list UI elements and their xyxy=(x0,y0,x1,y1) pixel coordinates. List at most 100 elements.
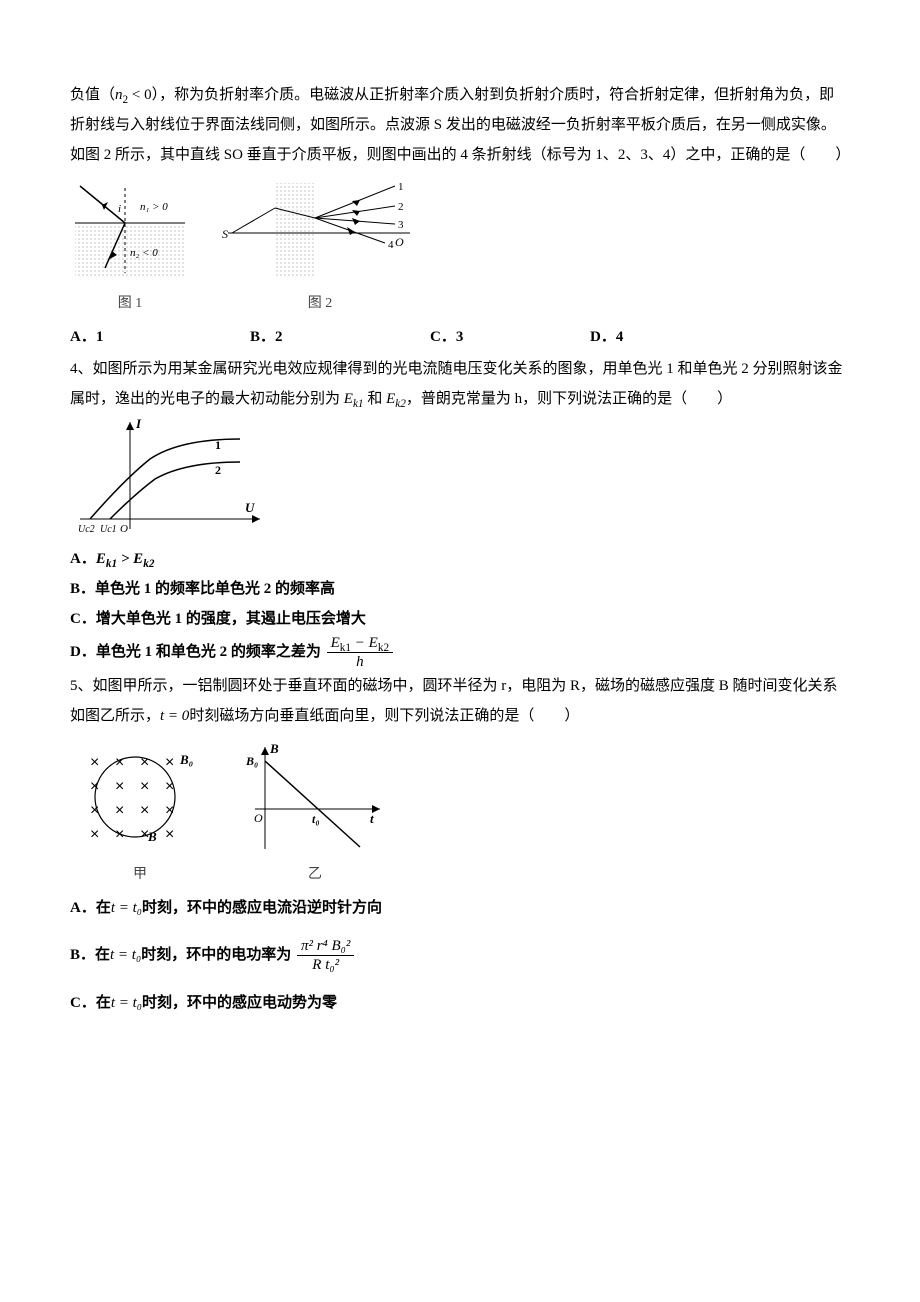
fig1-svg: i n₁ > 0 n₂ < 0 xyxy=(70,178,190,288)
label-i: i xyxy=(118,203,121,215)
intro-line2: 折射线与入射线位于界面法线同侧，如图所示。点波源 S 发出的电磁波经一负折射率平… xyxy=(70,110,860,140)
fig5a-block: ×××× ×××× ×××× ×××× B₀ B 甲 xyxy=(70,739,210,889)
q3-options: A．1 B．2 C．3 D．4 xyxy=(70,322,860,352)
ray4: 4 xyxy=(388,239,394,251)
q3-opt-b: B．2 xyxy=(250,322,430,352)
ek1: E xyxy=(344,391,353,407)
svg-text:×: × xyxy=(90,826,99,843)
q5-opt-b: B．在t = t₀时刻，环中的电功率为 π² r⁴ B₀² R t₀² xyxy=(70,937,860,974)
q5-figures: ×××× ×××× ×××× ×××× B₀ B 甲 B B₀ O t₀ t 乙 xyxy=(70,739,860,889)
txt: 和 xyxy=(364,391,387,407)
txt: ，普朗克常量为 h，则下列说法正确的是（ ） xyxy=(406,391,732,407)
label-n1: n₁ > 0 xyxy=(140,201,168,213)
fig5b-block: B B₀ O t₀ t 乙 xyxy=(240,739,390,889)
B0-tick: B₀ xyxy=(245,754,258,768)
svg-text:×: × xyxy=(165,778,174,795)
axis-U: U xyxy=(245,500,255,515)
svg-text:×: × xyxy=(165,754,174,771)
txt: 负值（ xyxy=(70,87,115,103)
B0-label: B₀ xyxy=(179,752,193,767)
txt: 如图 2 所示，其中直线 SO 垂直于介质平板，则图中画出的 4 条折射线（标号… xyxy=(70,147,850,163)
B-ring: B xyxy=(147,829,157,844)
txt: 4、如图所示为用某金属研究光电效应规律得到的光电流随电压变化关系的图象，用单色光… xyxy=(70,361,843,377)
txt: 时刻，环中的电功率为 xyxy=(141,947,291,963)
svg-text:×: × xyxy=(90,802,99,819)
q4a-body: Ek1 > Ek2 xyxy=(96,551,155,567)
q3-opt-d: D．4 xyxy=(590,322,750,352)
svg-text:×: × xyxy=(165,802,174,819)
svg-text:×: × xyxy=(115,802,124,819)
q4-line1: 4、如图所示为用某金属研究光电效应规律得到的光电流随电压变化关系的图象，用单色光… xyxy=(70,354,860,384)
q5-line2: 如图乙所示，t = 0时刻磁场方向垂直纸面向里，则下列说法正确的是（ ） xyxy=(70,701,860,731)
svg-text:×: × xyxy=(115,826,124,843)
txt: A．在 xyxy=(70,900,111,916)
t0-tick: t₀ xyxy=(312,812,320,826)
txt: A． xyxy=(70,551,96,567)
txt: B．在 xyxy=(70,947,110,963)
txt: C．在 xyxy=(70,995,111,1011)
axis-I: I xyxy=(135,416,142,431)
uc2: Uc2 xyxy=(78,524,95,535)
svg-text:×: × xyxy=(115,754,124,771)
ek2sub: k2 xyxy=(395,398,406,410)
txt: 5、如图甲所示，一铝制圆环处于垂直环面的磁场中，圆环半径为 r，电阻为 R，磁场… xyxy=(70,678,838,694)
den: h xyxy=(327,653,393,671)
q4-figure: I U O Uc1 Uc2 1 2 xyxy=(70,414,860,544)
fig2-block: S O 1 2 3 4 图 2 xyxy=(220,178,420,318)
intro-line1: 负值（n2 < 0），称为负折射率介质。电磁波从正折射率介质入射到负折射介质时，… xyxy=(70,80,860,110)
txt: < 0），称为负折射率介质。电磁波从正折射率介质入射到负折射介质时，符合折射定律… xyxy=(128,87,834,103)
math: t = t₀ xyxy=(110,947,141,963)
q4-opt-d: D．单色光 1 和单色光 2 的频率之差为 Ek1 − Ek2 h xyxy=(70,634,860,671)
txt: D．单色光 1 和单色光 2 的频率之差为 xyxy=(70,644,321,660)
q3-figures: i n₁ > 0 n₂ < 0 图 1 S O 1 2 xyxy=(70,178,860,318)
t0: t = 0 xyxy=(160,708,189,724)
curve1-label: 1 xyxy=(215,438,221,452)
axis-B: B xyxy=(269,741,279,756)
q5-opt-c: C．在t = t₀时刻，环中的感应电动势为零 xyxy=(70,988,860,1018)
ek2: E xyxy=(386,391,395,407)
num: π² r⁴ B₀² xyxy=(297,937,354,956)
curve2-label: 2 xyxy=(215,463,221,477)
fig5b-cap: 乙 xyxy=(240,861,390,889)
ray3: 3 xyxy=(398,219,404,231)
math: t = t₀ xyxy=(111,900,142,916)
label-O: O xyxy=(395,235,404,249)
q5b-frac: π² r⁴ B₀² R t₀² xyxy=(297,937,354,974)
q4-opt-a: A．Ek1 > Ek2 xyxy=(70,544,860,574)
svg-text:×: × xyxy=(90,754,99,771)
origin: O xyxy=(120,523,128,535)
intro-line3: 如图 2 所示，其中直线 SO 垂直于介质平板，则图中画出的 4 条折射线（标号… xyxy=(70,140,860,170)
txt: 属时，逸出的光电子的最大初动能分别为 xyxy=(70,391,344,407)
label-S: S xyxy=(222,227,228,241)
q4-opt-c: C．增大单色光 1 的强度，其遏止电压会增大 xyxy=(70,604,860,634)
txt: 时刻，环中的感应电动势为零 xyxy=(142,995,337,1011)
svg-text:×: × xyxy=(115,778,124,795)
q3-opt-a: A．1 xyxy=(70,322,250,352)
fig1-caption: 图 1 xyxy=(70,290,190,318)
fig5a-svg: ×××× ×××× ×××× ×××× B₀ B xyxy=(70,739,210,859)
origin5: O xyxy=(254,811,263,825)
q5-opt-a: A．在t = t₀时刻，环中的感应电流沿逆时针方向 xyxy=(70,893,860,923)
q4d-frac: Ek1 − Ek2 h xyxy=(327,634,393,671)
svg-text:×: × xyxy=(90,778,99,795)
ray2: 2 xyxy=(398,201,404,213)
q4-line2: 属时，逸出的光电子的最大初动能分别为 Ek1 和 Ek2，普朗克常量为 h，则下… xyxy=(70,384,860,414)
n2-sym: n xyxy=(115,87,123,103)
q4-opt-b: B．单色光 1 的频率比单色光 2 的频率高 xyxy=(70,574,860,604)
uc1: Uc1 xyxy=(100,524,117,535)
den: R t₀² xyxy=(297,956,354,974)
txt: 时刻磁场方向垂直纸面向里，则下列说法正确的是（ ） xyxy=(189,708,579,724)
fig2-svg: S O 1 2 3 4 xyxy=(220,178,420,288)
svg-text:×: × xyxy=(140,754,149,771)
svg-text:×: × xyxy=(165,826,174,843)
svg-text:×: × xyxy=(140,802,149,819)
ray1: 1 xyxy=(398,181,404,193)
q3-opt-c: C．3 xyxy=(430,322,590,352)
svg-text:×: × xyxy=(140,778,149,795)
txt: 折射线与入射线位于界面法线同侧，如图所示。点波源 S 发出的电磁波经一负折射率平… xyxy=(70,117,836,133)
fig2-caption: 图 2 xyxy=(220,290,420,318)
axis-t: t xyxy=(370,811,374,826)
label-n2: n₂ < 0 xyxy=(130,247,158,259)
txt: 如图乙所示， xyxy=(70,708,160,724)
q5-line1: 5、如图甲所示，一铝制圆环处于垂直环面的磁场中，圆环半径为 r，电阻为 R，磁场… xyxy=(70,671,860,701)
